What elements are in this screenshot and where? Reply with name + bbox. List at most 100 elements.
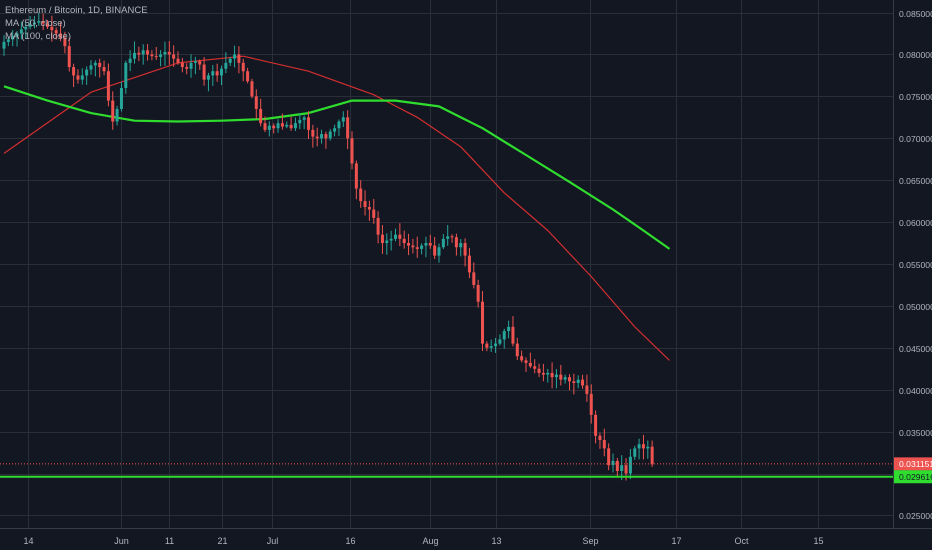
candle-body [146,50,150,55]
candle-body [646,446,650,449]
candle-body [111,100,115,122]
y-tick-label: 0.045000 [899,344,932,354]
candle-body [93,62,97,66]
candle-body [441,238,445,248]
candle-body [141,50,145,55]
time-axis[interactable]: 14 Jun 11 21 Jul 16 Aug 13 Sep 17 Oct 15 [23,536,823,546]
candle-body [285,124,289,127]
candle-body [402,238,406,244]
candle-body [533,366,537,369]
y-tick-label: 0.080000 [899,50,932,60]
candle-body [637,444,641,449]
x-tick-label: 15 [813,536,823,546]
candle-body [424,243,428,246]
candle-body [50,26,54,31]
candle-body [59,33,63,38]
candle-body [315,136,319,139]
candle-body [263,123,267,130]
candle-body [241,62,245,72]
candle-body [46,23,49,27]
candle-body [554,374,558,378]
candle-body [572,381,576,384]
candle-body [133,52,136,59]
candle-body [189,62,193,69]
candle-body [463,243,467,256]
candle-body [98,62,102,68]
candle-body [198,61,202,65]
candle-body [481,301,484,344]
candle-body [41,20,45,24]
y-tick-label: 0.035000 [899,428,932,438]
y-tick-label: 0.085000 [899,9,932,19]
candle-body [163,51,167,55]
candle-body [320,134,324,139]
symbol-title[interactable]: Ethereum / Bitcoin, 1D, BINANCE [5,5,148,16]
candle-body [585,385,589,394]
y-tick-label: 0.050000 [899,302,932,312]
x-tick-label: 16 [345,536,355,546]
candle-body [202,64,206,80]
candle-body [76,75,80,80]
x-tick-label: 14 [23,536,33,546]
candle-body [346,117,350,139]
y-tick-label: 0.065000 [899,176,932,186]
candle-body [641,444,645,449]
candle-body [380,234,384,244]
candle-body [341,117,345,122]
candle-body [154,56,158,58]
price-badges: 0.031151 0.029616 [894,457,932,484]
candle-body [302,117,306,120]
candle-body [454,237,458,248]
y-tick-label: 0.055000 [899,260,932,270]
candle-body [411,245,415,248]
candle-body [267,125,271,130]
candle-body [467,255,471,273]
candle-body [528,362,532,367]
candle-body [115,108,119,122]
candle-body [541,372,545,375]
candle-body [119,88,123,109]
ma100-legend[interactable]: MA (100, close) [5,31,71,42]
grid-lines [0,0,893,528]
candle-body [433,245,437,256]
y-tick-label: 0.075000 [899,92,932,102]
price-badge [894,470,932,484]
candle-body [80,75,84,80]
candle-body [633,448,637,457]
candle-body [328,131,332,139]
candle-body [415,247,419,249]
price-axis[interactable]: 0.0250000.0300000.0350000.0400000.045000… [899,9,932,521]
candle-body [233,54,237,59]
x-tick-label: Jul [267,536,279,546]
candle-body [576,379,580,384]
candle-body [624,465,628,474]
candle-body [363,201,367,208]
candle-body [428,243,432,246]
candle-body [594,414,598,436]
candle-body [459,243,463,248]
candlestick-series[interactable] [2,12,654,481]
candle-body [11,36,15,40]
candle-body [167,51,171,55]
candle-body [550,372,554,378]
candle-body [289,124,293,129]
y-tick-label: 0.040000 [899,386,932,396]
candle-body [650,446,654,465]
candle-body [407,243,411,246]
candle-body [394,234,397,239]
candle-body [602,440,606,449]
candle-body [568,377,571,382]
candle-body [489,346,493,348]
ma50-legend[interactable]: MA (50, close) [5,18,66,29]
candle-body [372,209,376,218]
candle-body [359,188,363,202]
candle-body [224,62,228,69]
candle-body [515,343,519,357]
x-tick-label: 11 [165,536,174,546]
candle-body [211,71,215,76]
candle-body [159,54,163,57]
candle-body [19,29,23,34]
candle-body [280,123,284,127]
candle-body [524,360,528,363]
